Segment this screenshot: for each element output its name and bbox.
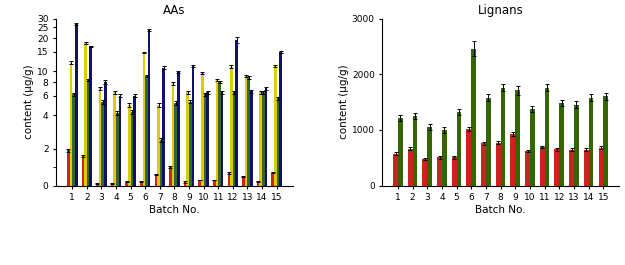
Bar — [540, 147, 544, 186]
Bar — [515, 90, 520, 186]
X-axis label: Batch No.: Batch No. — [149, 205, 200, 215]
Bar — [408, 149, 412, 186]
Bar — [84, 43, 87, 185]
Bar — [569, 150, 574, 186]
Bar — [126, 182, 128, 186]
Bar — [131, 112, 133, 186]
Bar — [184, 182, 186, 186]
Bar — [554, 149, 559, 185]
Bar — [72, 94, 75, 186]
Bar — [128, 105, 131, 186]
Bar — [201, 73, 204, 186]
Bar — [177, 72, 179, 186]
Bar — [457, 112, 461, 186]
Bar — [257, 182, 259, 186]
Bar — [481, 143, 486, 186]
Bar — [69, 63, 72, 186]
Bar — [154, 174, 158, 186]
Bar — [511, 134, 515, 185]
Bar — [496, 143, 501, 186]
Bar — [279, 52, 282, 186]
Bar — [82, 156, 84, 185]
Bar — [599, 148, 603, 186]
Bar — [142, 52, 145, 186]
Bar — [437, 157, 442, 185]
Bar — [145, 76, 148, 186]
Bar — [250, 91, 252, 186]
Bar — [603, 96, 608, 186]
Bar — [172, 83, 174, 186]
Bar — [218, 82, 221, 186]
Bar — [216, 80, 218, 186]
Title: Lignans: Lignans — [478, 5, 524, 17]
Bar — [271, 173, 274, 186]
Bar — [486, 98, 491, 186]
Bar — [119, 96, 121, 186]
Bar — [230, 67, 232, 186]
Bar — [559, 103, 564, 186]
Bar — [140, 182, 142, 186]
Bar — [87, 80, 89, 186]
Bar — [116, 113, 119, 186]
Bar — [198, 180, 201, 185]
Bar — [221, 92, 224, 186]
Bar — [525, 151, 530, 186]
Bar — [133, 96, 136, 186]
Bar — [277, 98, 279, 186]
Bar — [264, 89, 268, 186]
Bar — [422, 159, 428, 185]
Bar — [428, 127, 432, 185]
Bar — [162, 68, 165, 186]
Bar — [101, 102, 104, 186]
Bar — [75, 24, 78, 186]
Bar — [274, 66, 277, 186]
Bar — [236, 40, 238, 185]
Bar — [189, 102, 192, 186]
Bar — [452, 157, 457, 185]
Bar — [158, 105, 160, 186]
Bar — [169, 167, 172, 185]
Bar — [442, 130, 447, 186]
Bar — [113, 92, 116, 186]
Bar — [192, 66, 194, 186]
Bar — [99, 89, 101, 186]
Bar — [67, 151, 69, 186]
Bar — [174, 103, 177, 186]
Bar — [544, 87, 549, 186]
Bar — [186, 92, 189, 186]
Bar — [466, 129, 471, 186]
Bar — [204, 94, 206, 186]
Bar — [574, 105, 579, 186]
Bar — [412, 116, 418, 186]
Bar — [111, 184, 113, 185]
Bar — [471, 48, 476, 185]
Bar — [148, 30, 151, 186]
Bar — [501, 87, 506, 186]
Bar — [262, 92, 264, 186]
Bar — [96, 184, 99, 185]
Bar — [245, 76, 248, 186]
Bar — [393, 154, 398, 186]
Bar — [213, 180, 216, 185]
Bar — [104, 82, 107, 186]
Y-axis label: content (μg/g): content (μg/g) — [339, 65, 349, 139]
X-axis label: Batch No.: Batch No. — [475, 205, 526, 215]
Bar — [398, 118, 402, 186]
Bar — [206, 92, 209, 186]
Bar — [589, 98, 593, 186]
Bar — [248, 77, 250, 186]
Y-axis label: content (μg/g): content (μg/g) — [24, 65, 34, 139]
Bar — [160, 140, 162, 186]
Title: AAs: AAs — [163, 5, 186, 17]
Bar — [259, 92, 262, 186]
Bar — [232, 92, 236, 186]
Bar — [228, 173, 230, 186]
Bar — [242, 176, 245, 186]
Bar — [89, 46, 92, 185]
Bar — [530, 109, 534, 186]
Bar — [584, 150, 589, 186]
